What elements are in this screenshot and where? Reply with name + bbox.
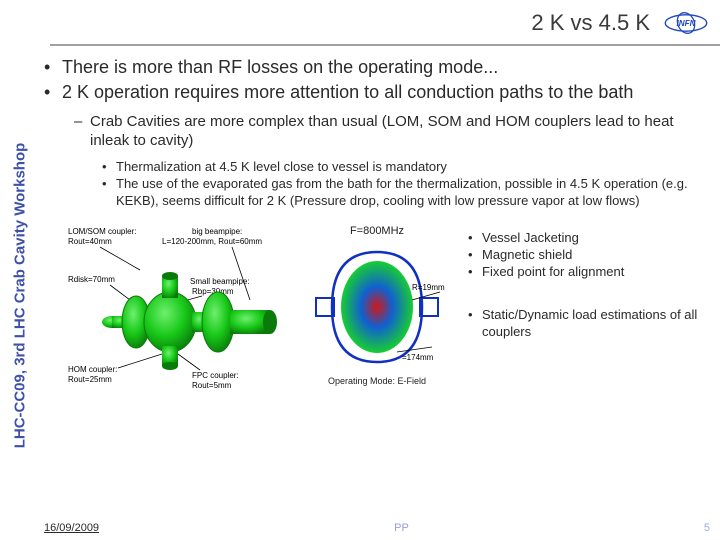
bullet-text: There is more than RF losses on the oper… xyxy=(62,56,498,79)
svg-text:INFN: INFN xyxy=(676,19,696,28)
footer-center: PP xyxy=(394,522,409,534)
anno-small: Small beampipe: xyxy=(190,277,250,286)
anno-lom: LOM/SOM coupler: xyxy=(68,227,136,236)
page-title: 2 K vs 4.5 K xyxy=(531,10,650,36)
anno-mode: Operating Mode: E-Field xyxy=(328,376,426,386)
note-item: •Fixed point for alignment xyxy=(468,264,710,281)
note-text: Vessel Jacketing xyxy=(482,230,579,247)
footer-date: 16/09/2009 xyxy=(44,522,99,534)
anno-dia: =174mm xyxy=(402,353,434,362)
note-item: •Vessel Jacketing xyxy=(468,230,710,247)
bullet-l3: •Thermalization at 4.5 K level close to … xyxy=(102,159,710,176)
anno-big-l: L=120-200mm, Rout=60mm xyxy=(162,237,262,246)
note-item: •Magnetic shield xyxy=(468,247,710,264)
sidebar-label: LHC-CC09, 3rd LHC Crab Cavity Workshop xyxy=(12,142,29,448)
note-item: •Static/Dynamic load estimations of all … xyxy=(468,307,710,341)
sidebar: LHC-CC09, 3rd LHC Crab Cavity Workshop xyxy=(4,60,36,530)
content-area: •There is more than RF losses on the ope… xyxy=(44,56,710,512)
bullet-text: 2 K operation requires more attention to… xyxy=(62,81,633,104)
note-text: Fixed point for alignment xyxy=(482,264,624,281)
bullet-l2: –Crab Cavities are more complex than usu… xyxy=(74,113,710,151)
footer-page: 5 xyxy=(704,522,710,534)
anno-rdisk: Rdisk=70mm xyxy=(68,275,115,284)
footer: 16/09/2009 PP 5 xyxy=(44,522,710,534)
note-text: Static/Dynamic load estimations of all c… xyxy=(482,307,710,341)
anno-big: big beampipe: xyxy=(192,227,242,236)
bullet-text: Thermalization at 4.5 K level close to v… xyxy=(116,159,447,176)
figure-cavity-3d: LOM/SOM coupler: Rout=40mm Rdisk=70mm bi… xyxy=(62,222,292,392)
infn-logo-icon: INFN xyxy=(664,11,708,35)
anno-hom-r: Rout=25mm xyxy=(68,375,112,384)
bullet-l1: •2 K operation requires more attention t… xyxy=(44,81,710,104)
figure-notes: •Vessel Jacketing •Magnetic shield •Fixe… xyxy=(468,222,710,392)
bullet-l3: •The use of the evaporated gas from the … xyxy=(102,176,710,210)
bullet-text: Crab Cavities are more complex than usua… xyxy=(90,113,710,151)
bullet-l1: •There is more than RF losses on the ope… xyxy=(44,56,710,79)
anno-rmin: R=19mm xyxy=(412,283,445,292)
note-text: Magnetic shield xyxy=(482,247,572,264)
anno-rout: Rout=40mm xyxy=(68,237,112,246)
header-divider xyxy=(50,44,720,46)
anno-fpc: FPC coupler: xyxy=(192,371,239,380)
figure-efield: F=800MHz R=19mm xyxy=(302,222,452,392)
bullet-text: The use of the evaporated gas from the b… xyxy=(116,176,710,210)
anno-fpc-r: Rout=5mm xyxy=(192,381,232,390)
anno-hom: HOM coupler: xyxy=(68,365,117,374)
anno-freq: F=800MHz xyxy=(350,225,404,237)
